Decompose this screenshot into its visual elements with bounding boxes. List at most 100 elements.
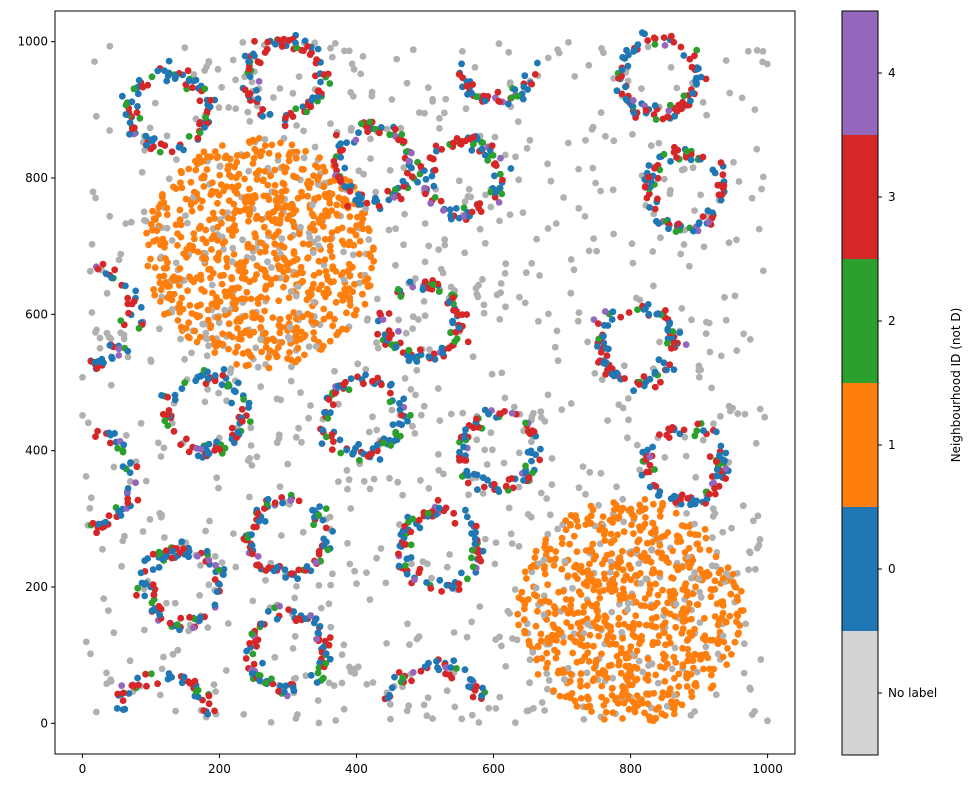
cluster-point: [574, 609, 582, 616]
cluster-point: [286, 336, 294, 343]
cluster-point: [247, 353, 255, 360]
ring-point: [341, 164, 349, 172]
unlabeled-point: [544, 225, 552, 232]
unlabeled-point: [120, 331, 128, 339]
x-tick-label: 600: [482, 762, 505, 776]
unlabeled-point: [408, 560, 415, 568]
ring-point: [238, 405, 246, 413]
unlabeled-point: [305, 343, 313, 350]
cluster-point: [529, 648, 537, 656]
cluster-point: [299, 240, 307, 248]
arc-point: [455, 71, 463, 78]
ring-point: [452, 205, 460, 212]
arc-point: [117, 512, 125, 519]
ring-point: [462, 426, 469, 434]
ring-point: [683, 147, 691, 155]
cluster-point: [299, 269, 306, 277]
unlabeled-point: [106, 212, 114, 220]
cluster-point: [342, 288, 349, 295]
ring-point: [706, 453, 714, 460]
cluster-point: [540, 556, 548, 564]
arc-point: [89, 519, 97, 527]
cluster-point: [364, 225, 372, 233]
ring-point: [281, 566, 289, 574]
ring-point: [264, 608, 272, 615]
ring-point: [409, 515, 417, 523]
unlabeled-point: [691, 207, 698, 215]
unlabeled-point: [455, 177, 463, 185]
unlabeled-point: [246, 455, 254, 462]
cluster-point: [246, 205, 254, 213]
ring-point: [329, 401, 337, 409]
ring-point: [197, 445, 205, 453]
unlabeled-point: [759, 173, 767, 181]
cluster-point: [197, 276, 205, 283]
arc-point: [126, 469, 134, 476]
cluster-point: [161, 310, 168, 318]
ring-point: [455, 214, 463, 222]
cluster-point: [584, 569, 592, 577]
cluster-point: [326, 235, 334, 243]
ring-point: [385, 310, 393, 317]
unlabeled-point: [429, 95, 437, 103]
arc-point: [119, 706, 127, 713]
arc-point: [124, 294, 132, 302]
ring-point: [468, 554, 475, 562]
ring-point: [181, 379, 189, 387]
unlabeled-point: [291, 633, 299, 640]
unlabeled-point: [373, 339, 380, 347]
cluster-point: [312, 343, 320, 350]
cluster-point: [670, 710, 678, 718]
unlabeled-point: [748, 711, 756, 718]
ring-point: [664, 339, 671, 347]
unlabeled-point: [423, 560, 431, 568]
cluster-point: [231, 221, 239, 229]
ring-point: [251, 37, 258, 45]
arc-point: [453, 665, 460, 672]
cluster-point: [297, 223, 304, 231]
cluster-point: [609, 640, 617, 648]
ring-point: [600, 332, 607, 340]
cluster-point: [576, 677, 584, 685]
ring-point: [529, 469, 536, 477]
cluster-point: [737, 587, 745, 595]
cluster-point: [231, 187, 239, 195]
cluster-point: [589, 540, 597, 548]
cluster-point: [627, 550, 635, 558]
ring-point: [168, 554, 176, 562]
arc-point: [435, 666, 443, 674]
ring-point: [391, 125, 399, 133]
ring-point: [156, 148, 164, 156]
unlabeled-point: [597, 187, 604, 195]
cluster-point: [209, 289, 216, 297]
unlabeled-point: [541, 707, 548, 714]
ring-point: [649, 443, 656, 451]
unlabeled-point: [271, 653, 279, 661]
cluster-point: [627, 576, 635, 584]
unlabeled-point: [99, 545, 106, 553]
ring-point: [433, 147, 440, 155]
arc-point: [496, 98, 503, 105]
unlabeled-point: [220, 245, 227, 253]
ring-point: [488, 142, 496, 150]
cluster-point: [705, 546, 713, 554]
ring-point: [232, 388, 239, 396]
cluster-point: [285, 294, 293, 302]
arc-point: [108, 274, 115, 282]
ring-point: [411, 576, 418, 584]
cluster-point: [534, 643, 542, 651]
ring-point: [409, 353, 417, 361]
unlabeled-point: [428, 574, 435, 582]
unlabeled-point: [165, 175, 173, 183]
unlabeled-point: [311, 143, 319, 151]
unlabeled-point: [320, 261, 328, 269]
cluster-point: [254, 300, 262, 307]
unlabeled-point: [105, 333, 113, 341]
ring-point: [682, 341, 690, 348]
unlabeled-point: [757, 656, 765, 663]
ring-point: [687, 97, 694, 105]
arc-point: [99, 260, 107, 268]
ring-point: [373, 197, 380, 205]
ring-point: [665, 107, 673, 115]
cluster-point: [185, 319, 193, 327]
